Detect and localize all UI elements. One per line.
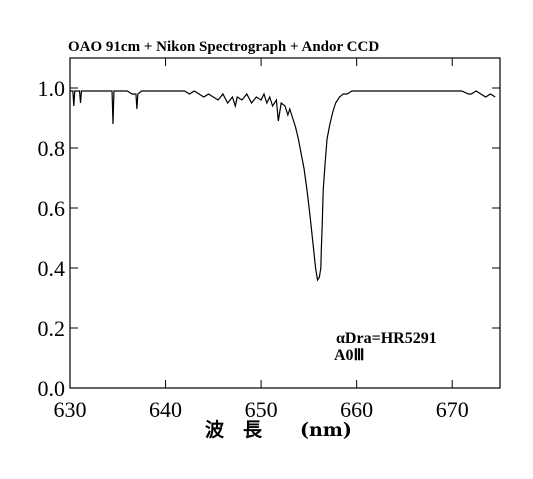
- x-axis-label: 波 長 (nm): [205, 418, 352, 441]
- x-tick-label: 650: [245, 397, 278, 422]
- star-name-annotation: αDra=HR5291: [336, 330, 437, 347]
- plot-frame: [69, 57, 501, 389]
- x-tick-label: 660: [340, 397, 373, 422]
- spectrum-line: [70, 90, 496, 282]
- spectral-type-annotation: A0Ⅲ: [334, 347, 365, 364]
- y-tick-label: 1.0: [38, 76, 66, 101]
- x-tick-label: 630: [54, 397, 87, 422]
- chart-title: OAO 91cm + Nikon Spectrograph + Andor CC…: [68, 39, 379, 55]
- y-tick-label: 0.0: [38, 376, 66, 401]
- y-axis: 0.0 0.2 0.4 0.6 0.8 1.0: [38, 76, 500, 401]
- y-tick-label: 0.2: [38, 316, 66, 341]
- x-tick-label: 640: [149, 397, 182, 422]
- y-tick-label: 0.6: [38, 196, 66, 221]
- x-axis: 630 640 650 660 670: [54, 58, 469, 422]
- x-tick-label: 670: [436, 397, 469, 422]
- y-tick-label: 0.4: [38, 256, 66, 281]
- y-tick-label: 0.8: [38, 136, 66, 161]
